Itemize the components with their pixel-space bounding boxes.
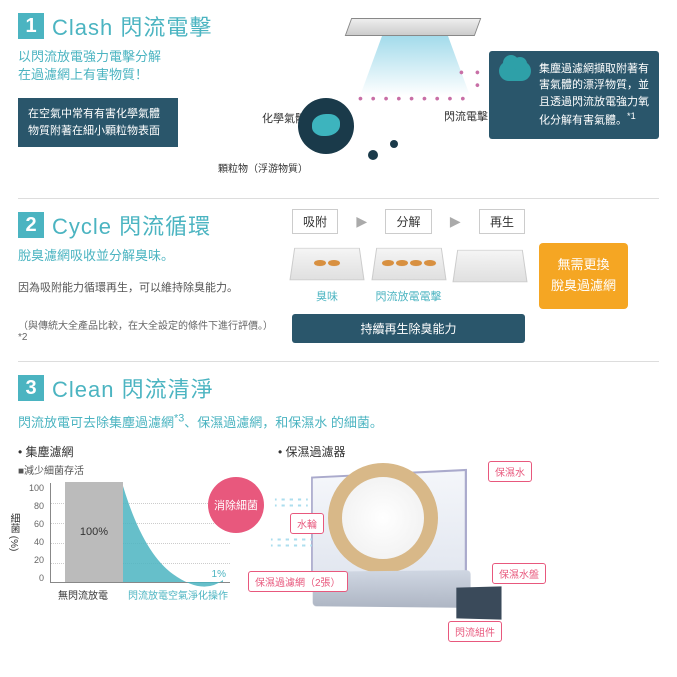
chart-column: • 集塵濾網 ■減少細菌存活 細菌 (%) 100 80 60 40 20 0 bbox=[18, 443, 258, 643]
ytick: 0 bbox=[26, 573, 44, 583]
x-label-2: 閃流放電空氣淨化操作 bbox=[128, 587, 228, 602]
arrow-right-icon: ▶ bbox=[450, 213, 461, 230]
section1-right: 集塵過濾網擷取附著有害氣體的漂浮物質，並且透過閃流放電強力氧化分解有害氣體。*1 bbox=[489, 10, 659, 180]
section-clean: 3 Clean 閃流清淨 閃流放電可去除集塵過濾網*3、保濕過濾網，和保濕水 的… bbox=[0, 362, 677, 661]
ytick: 20 bbox=[26, 555, 44, 565]
x-label-1: 無閃流放電 bbox=[58, 587, 108, 602]
cycle-caption-streamer: 閃流放電電擊 bbox=[376, 288, 442, 304]
bar-label: 100% bbox=[65, 526, 123, 538]
particle-small-icon bbox=[390, 140, 398, 148]
section-cycle: 2 Cycle 閃流循環 脫臭濾網吸收並分解臭味。 因為吸附能力循環再生，可以維… bbox=[0, 199, 677, 361]
section2-number: 2 bbox=[18, 212, 44, 238]
orange-l2: 脫臭過濾網 bbox=[551, 278, 616, 293]
y-axis-label: 細菌 (%) bbox=[6, 513, 21, 551]
label-streamer: 閃流電擊 bbox=[444, 108, 488, 124]
humid-title: • 保濕過濾器 bbox=[278, 443, 659, 460]
label-streamer-unit: 閃流組件 bbox=[448, 621, 502, 642]
particle-large-icon bbox=[298, 98, 354, 154]
section1-subtitle-l1: 以閃流放電強力電擊分解 bbox=[18, 49, 161, 64]
particle-inner-icon bbox=[312, 114, 340, 136]
section2-title-row: 2 Cycle 閃流循環 bbox=[18, 209, 278, 241]
chart-legend: ■減少細菌存活 bbox=[18, 462, 258, 477]
label-humid-water: 保濕水 bbox=[488, 461, 532, 482]
particle-small-icon bbox=[368, 150, 378, 160]
cycle-col-2: 閃流放電電擊 bbox=[374, 236, 444, 304]
section1-title-row: 1 Clash 閃流電擊 bbox=[18, 10, 218, 42]
panel-icon bbox=[371, 248, 446, 280]
desc-a: 閃流放電可去除集塵過濾網 bbox=[18, 415, 174, 430]
mist-icon: ∷∷∷∷ bbox=[274, 493, 307, 513]
section1-left: 1 Clash 閃流電擊 以閃流放電強力電擊分解 在過濾網上有害物質！ 在空氣中… bbox=[18, 10, 218, 180]
cycle-label-regen: 再生 bbox=[479, 209, 525, 234]
cycle-label-decompose: 分解 bbox=[385, 209, 431, 234]
section3-title-row: 3 Clean 閃流清淨 bbox=[18, 372, 659, 404]
section3-desc: 閃流放電可去除集塵過濾網*3、保濕過濾網，和保濕水 的細菌。 bbox=[18, 412, 659, 431]
section2-note: 因為吸附能力循環再生，可以維持除臭能力。 bbox=[18, 279, 278, 295]
label-tray: 保濕水盤 bbox=[492, 563, 546, 584]
dots-icon: • • • • • • • • • bbox=[358, 90, 467, 106]
cycle-col-3 bbox=[455, 238, 525, 302]
filter-icon bbox=[345, 18, 482, 36]
section2-footnote: （與傳統大全產品比較，在大全設定的條件下進行評價。）*2 bbox=[18, 317, 278, 343]
section1-title: Clash 閃流電擊 bbox=[52, 10, 212, 42]
label-wheel: 水輪 bbox=[290, 513, 324, 534]
chart-title: • 集塵濾網 bbox=[18, 443, 258, 460]
section2-diagram: 吸附 ▶ 分解 ▶ 再生 臭味 閃流放電電擊 持續再生除臭能力 bbox=[292, 209, 525, 343]
section1-number: 1 bbox=[18, 13, 44, 39]
section1-darkbox: 在空氣中常有有害化學氣體 物質附著在細小顆粒物表面 bbox=[18, 98, 178, 147]
cycle-caption-empty bbox=[488, 290, 491, 302]
orange-callout: 無需更換 脫臭過濾網 bbox=[539, 243, 628, 309]
section3-title: Clean 閃流清淨 bbox=[52, 372, 214, 404]
label-particle: 顆粒物（浮游物質） bbox=[218, 160, 308, 175]
cycle-panels-row: 臭味 閃流放電電擊 bbox=[292, 236, 525, 304]
dots-icon: • • • bbox=[454, 70, 486, 100]
panel-icon bbox=[289, 248, 364, 280]
desc-sup: *3 bbox=[174, 413, 184, 425]
chart-plot: 100% 1% bbox=[50, 483, 230, 583]
section1-subtitle: 以閃流放電強力電擊分解 在過濾網上有害物質！ bbox=[18, 48, 218, 84]
humidifier-diagram: • 保濕過濾器 ∷∷∷∷ ∷∷∷∷∷ ∷∷∷ 保濕水 水輪 保濕過濾網（2張） … bbox=[278, 443, 659, 643]
cycle-label-absorb: 吸附 bbox=[292, 209, 338, 234]
streamer-unit-icon bbox=[456, 587, 501, 620]
ytick: 80 bbox=[26, 501, 44, 511]
arrow-right-icon: ▶ bbox=[356, 213, 367, 230]
ytick: 100 bbox=[26, 483, 44, 493]
chart-area: 細菌 (%) 100 80 60 40 20 0 100% bbox=[18, 483, 258, 623]
chart-bar: 100% bbox=[65, 482, 123, 582]
cycle-labels-row: 吸附 ▶ 分解 ▶ 再生 bbox=[292, 209, 525, 234]
label-humid-filter: 保濕過濾網（2張） bbox=[248, 571, 348, 592]
ytick: 60 bbox=[26, 519, 44, 529]
panel-icon bbox=[452, 250, 527, 282]
cycle-caption-odor: 臭味 bbox=[316, 288, 338, 304]
section1-rightbox: 集塵過濾網擷取附著有害氣體的漂浮物質，並且透過閃流放電強力氧化分解有害氣體。*1 bbox=[489, 51, 659, 140]
cycle-col-1: 臭味 bbox=[292, 236, 362, 304]
wheel-icon bbox=[328, 463, 438, 573]
desc-b: 、保濕過濾網，和保濕水 的細菌。 bbox=[184, 415, 383, 430]
section1-subtitle-l2: 在過濾網上有害物質！ bbox=[18, 67, 148, 82]
section3-number: 3 bbox=[18, 375, 44, 401]
ytick: 40 bbox=[26, 537, 44, 547]
cloud-icon bbox=[499, 61, 531, 81]
section1-diagram: 化學氣體 顆粒物（浮游物質） • • • • • • • • • • • • 閃… bbox=[218, 10, 489, 180]
section3-body: • 集塵濾網 ■減少細菌存活 細菌 (%) 100 80 60 40 20 0 bbox=[18, 443, 659, 643]
orange-l1: 無需更換 bbox=[558, 257, 610, 272]
section2-title: Cycle 閃流循環 bbox=[52, 209, 211, 241]
section2-left: 2 Cycle 閃流循環 脫臭濾網吸收並分解臭味。 因為吸附能力循環再生，可以維… bbox=[18, 209, 278, 343]
y-axis: 100 80 60 40 20 0 bbox=[26, 483, 44, 583]
section1-darkbox-l1: 在空氣中常有有害化學氣體 bbox=[28, 108, 160, 120]
badge-eliminate: 消除細菌 bbox=[208, 477, 264, 533]
section2-subtitle: 脫臭濾網吸收並分解臭味。 bbox=[18, 247, 278, 265]
section2-right: 無需更換 脫臭過濾網 bbox=[539, 209, 659, 343]
cycle-bar: 持續再生除臭能力 bbox=[292, 314, 525, 343]
curve-end-label: 1% bbox=[212, 569, 226, 580]
mist-icon: ∷∷∷∷∷ bbox=[270, 533, 311, 553]
section-clash: 1 Clash 閃流電擊 以閃流放電強力電擊分解 在過濾網上有害物質！ 在空氣中… bbox=[0, 0, 677, 198]
section1-darkbox-l2: 物質附著在細小顆粒物表面 bbox=[28, 125, 160, 137]
rightbox-sup: *1 bbox=[627, 111, 636, 121]
